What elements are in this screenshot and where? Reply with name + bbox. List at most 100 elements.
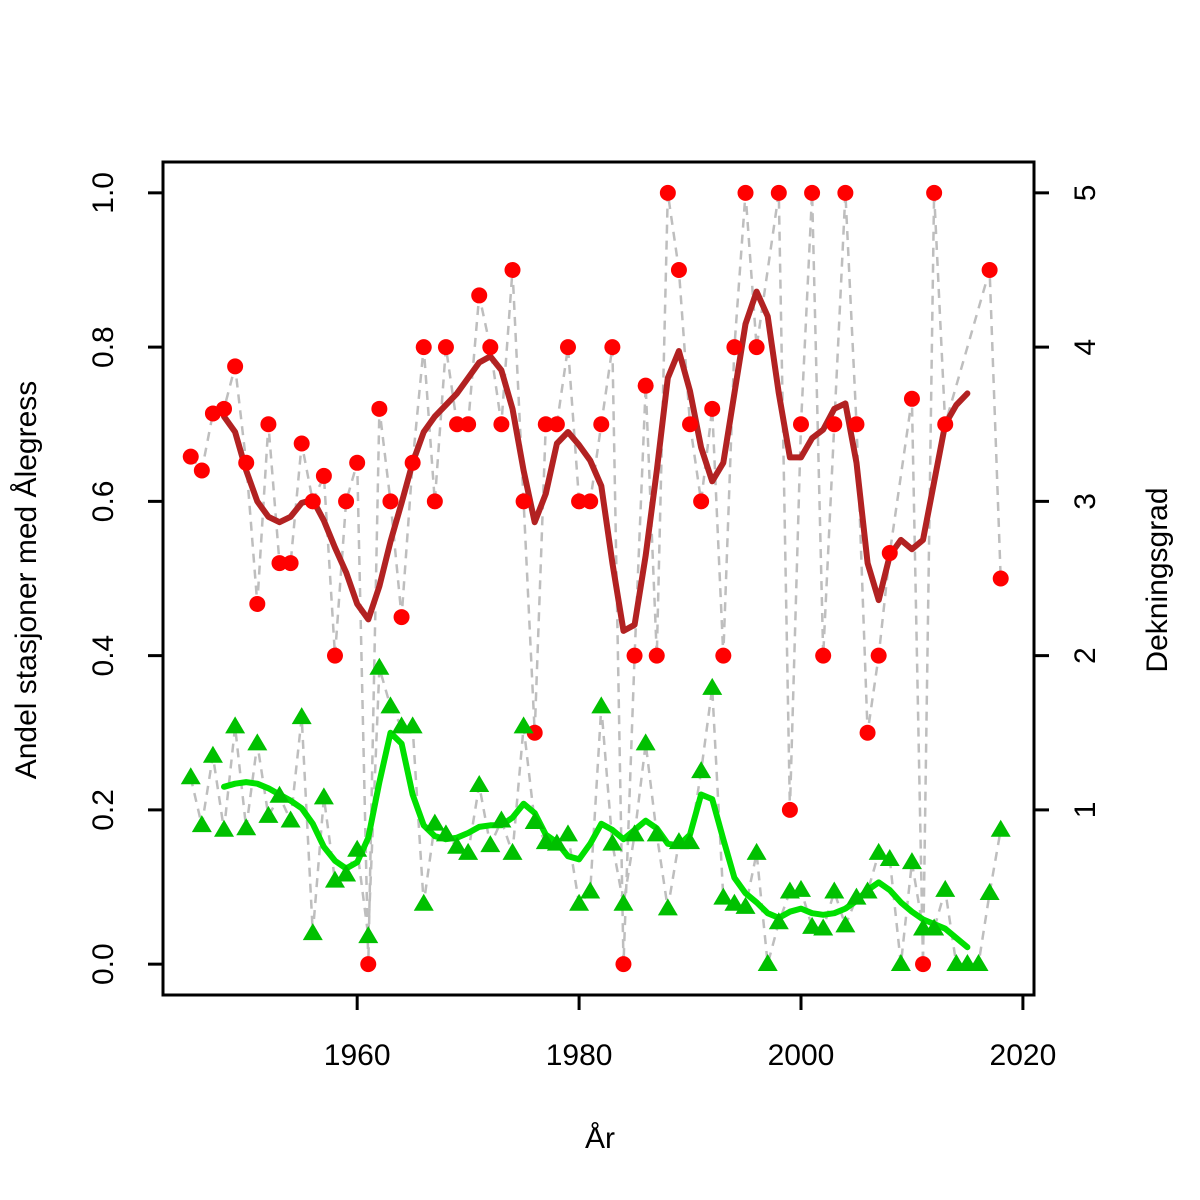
point-right bbox=[202, 745, 223, 763]
point-right bbox=[380, 696, 401, 714]
point-left bbox=[903, 390, 920, 407]
point-left bbox=[404, 454, 421, 471]
x-tick-label: 1960 bbox=[324, 1039, 391, 1072]
point-right bbox=[591, 696, 612, 714]
y-axis-title-left: Andel stasjoner med Ålegress bbox=[10, 381, 43, 780]
point-right bbox=[280, 810, 301, 828]
point-right bbox=[968, 953, 989, 971]
point-left bbox=[315, 467, 332, 484]
connector-line-left bbox=[189, 192, 1002, 965]
point-right bbox=[824, 881, 845, 899]
point-left bbox=[471, 287, 488, 304]
point-left bbox=[460, 416, 477, 433]
point-left bbox=[659, 184, 676, 201]
point-right bbox=[757, 953, 778, 971]
point-right bbox=[291, 707, 312, 725]
point-left bbox=[482, 339, 499, 356]
point-left bbox=[615, 956, 632, 973]
point-right bbox=[269, 785, 290, 803]
point-left bbox=[737, 184, 754, 201]
point-right bbox=[347, 839, 368, 857]
point-left bbox=[293, 435, 310, 452]
point-right bbox=[657, 898, 678, 916]
point-right bbox=[890, 953, 911, 971]
point-left bbox=[260, 416, 277, 433]
point-right bbox=[691, 761, 712, 779]
point-left bbox=[437, 339, 454, 356]
y-left-tick-label: 0.2 bbox=[87, 789, 120, 831]
data-points bbox=[180, 184, 1011, 973]
point-left bbox=[360, 956, 377, 973]
point-left bbox=[249, 595, 266, 612]
point-left bbox=[449, 416, 466, 433]
y-left-tick-label: 0.8 bbox=[87, 326, 120, 368]
point-right bbox=[546, 833, 567, 851]
point-left bbox=[582, 493, 599, 510]
point-right bbox=[846, 887, 867, 905]
point-left bbox=[881, 545, 898, 562]
point-right bbox=[225, 716, 246, 734]
point-right bbox=[580, 881, 601, 899]
point-right bbox=[491, 810, 512, 828]
point-right bbox=[746, 842, 767, 860]
point-right bbox=[569, 893, 590, 911]
point-right bbox=[990, 819, 1011, 837]
point-right bbox=[369, 657, 390, 675]
point-right bbox=[613, 893, 634, 911]
point-left bbox=[227, 358, 244, 375]
point-left bbox=[548, 416, 565, 433]
point-right bbox=[180, 767, 201, 785]
point-right bbox=[724, 893, 745, 911]
point-left bbox=[637, 377, 654, 394]
point-left bbox=[826, 416, 843, 433]
smooth-line-left bbox=[221, 288, 971, 634]
point-left bbox=[915, 956, 932, 973]
point-right bbox=[702, 677, 723, 695]
point-right bbox=[835, 915, 856, 933]
y-left-tick-label: 0.6 bbox=[87, 481, 120, 523]
point-left bbox=[559, 339, 576, 356]
point-left bbox=[238, 454, 255, 471]
x-tick-label: 2020 bbox=[990, 1039, 1057, 1072]
point-left bbox=[271, 555, 288, 572]
point-right bbox=[901, 852, 922, 870]
point-left bbox=[770, 184, 787, 201]
point-left bbox=[981, 261, 998, 278]
smooth-lines bbox=[221, 288, 971, 951]
point-left bbox=[604, 339, 621, 356]
connector-line-right bbox=[189, 667, 1002, 966]
point-left bbox=[693, 493, 710, 510]
point-right bbox=[435, 824, 456, 842]
point-right bbox=[602, 833, 623, 851]
point-right bbox=[868, 842, 889, 860]
point-right bbox=[879, 849, 900, 867]
y-right-tick-label: 3 bbox=[1069, 493, 1102, 510]
y-right-tick-label: 5 bbox=[1069, 185, 1102, 202]
point-left bbox=[326, 647, 343, 664]
point-left bbox=[382, 493, 399, 510]
point-right bbox=[336, 864, 357, 882]
point-right bbox=[813, 918, 834, 936]
point-right bbox=[469, 775, 490, 793]
point-right bbox=[480, 835, 501, 853]
point-left bbox=[593, 416, 610, 433]
point-right bbox=[502, 842, 523, 860]
plot-frame bbox=[161, 160, 1036, 997]
point-right bbox=[313, 787, 334, 805]
point-left bbox=[848, 416, 865, 433]
x-tick-label: 1980 bbox=[546, 1039, 613, 1072]
point-right bbox=[413, 893, 434, 911]
point-left bbox=[804, 184, 821, 201]
x-tick-label: 2000 bbox=[768, 1039, 835, 1072]
point-left bbox=[859, 724, 876, 741]
point-left bbox=[626, 647, 643, 664]
point-left bbox=[815, 647, 832, 664]
point-left bbox=[216, 400, 233, 417]
point-right bbox=[302, 923, 323, 941]
point-left bbox=[670, 261, 687, 278]
point-left bbox=[415, 339, 432, 356]
point-right bbox=[191, 815, 212, 833]
point-left bbox=[193, 462, 210, 479]
point-right bbox=[358, 926, 379, 944]
